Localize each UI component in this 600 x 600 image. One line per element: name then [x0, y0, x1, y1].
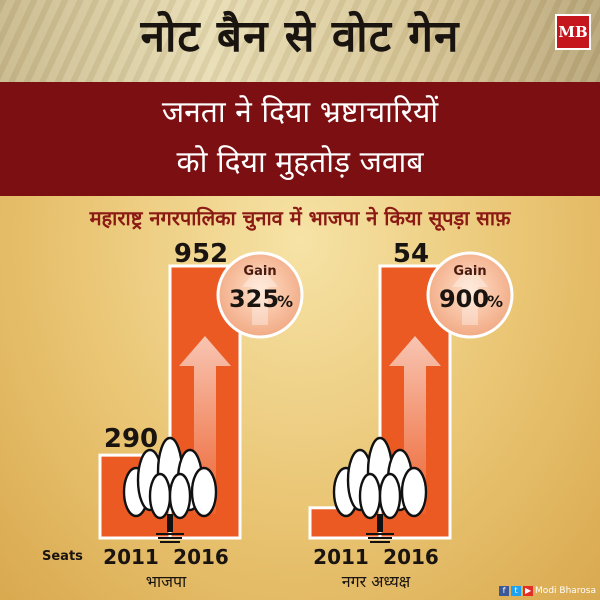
- subhead-line-1: जनता ने दिया भ्रष्टाचारियों: [161, 95, 439, 130]
- social-handle: Modi Bharosa: [535, 586, 596, 596]
- subhead-line-2: को दिया मुहतोड़ जवाब: [176, 145, 424, 180]
- gain-arrow-icon-1: [452, 265, 488, 325]
- tick-label-0-0: 2011: [103, 545, 159, 569]
- tick-label-1-1: 2016: [383, 545, 439, 569]
- logo-text: MB: [558, 23, 588, 41]
- bar-charts: 290952Gain325%20112016भाजपाSeats654Gain9…: [42, 240, 514, 591]
- gain-arrow-icon-0: [242, 265, 278, 325]
- youtube-icon[interactable]: ▶: [523, 586, 534, 596]
- gain-circle-1: [426, 251, 514, 339]
- mb-logo: MB: [555, 14, 591, 50]
- subhead-band: [0, 82, 600, 196]
- value-label-1-2016: 54: [393, 240, 429, 269]
- gain-label-1: Gain: [453, 264, 486, 279]
- lotus-icon: [332, 436, 428, 543]
- axis-label-0: भाजपा: [146, 572, 187, 591]
- gain-value-0: 325: [229, 285, 279, 313]
- seats-label: Seats: [42, 549, 83, 564]
- social-footer: f t ▶ Modi Bharosa: [499, 586, 596, 596]
- gain-unit-1: %: [487, 292, 503, 311]
- axis-label-1: नगर अध्यक्ष: [342, 572, 411, 591]
- facebook-icon[interactable]: f: [499, 586, 510, 596]
- up-arrow-0: [179, 336, 231, 514]
- value-label-0-2016: 952: [174, 240, 228, 269]
- gain-value-1: 900: [439, 285, 489, 313]
- gain-unit-0: %: [277, 292, 293, 311]
- twitter-icon[interactable]: t: [511, 586, 522, 596]
- up-arrow-1: [389, 336, 441, 514]
- tick-label-1-0: 2011: [313, 545, 369, 569]
- tick-label-0-1: 2016: [173, 545, 229, 569]
- strapline: महाराष्ट्र नगरपालिका चुनाव में भाजपा ने …: [89, 206, 511, 230]
- banknote-backdrop: [0, 0, 600, 82]
- headline: नोट बैन से वोट गेन: [140, 11, 460, 62]
- gain-label-0: Gain: [243, 264, 276, 279]
- lotus-icon: [122, 436, 218, 543]
- gain-circle-0: [216, 251, 304, 339]
